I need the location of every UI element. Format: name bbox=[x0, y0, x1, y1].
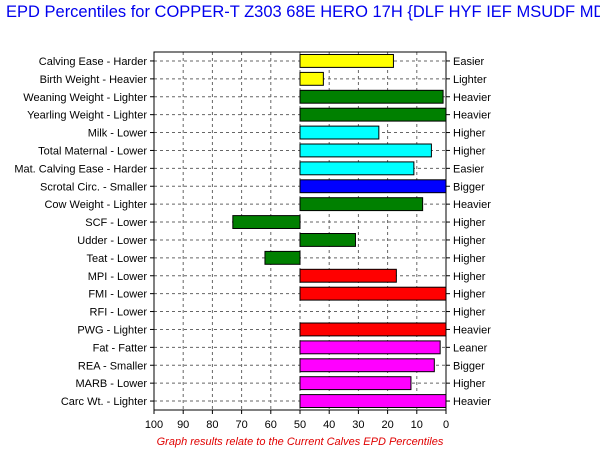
x-tick-label: 20 bbox=[381, 419, 393, 431]
category-label: PWG - Lighter bbox=[77, 324, 147, 336]
category-label: Scrotal Circ. - Smaller bbox=[40, 181, 147, 193]
category-label: Birth Weight - Heavier bbox=[40, 74, 148, 86]
category-label: Milk - Lower bbox=[88, 128, 148, 140]
direction-label: Higher bbox=[453, 253, 486, 265]
category-label: MPI - Lower bbox=[88, 271, 148, 283]
bar bbox=[299, 340, 441, 355]
category-label: Teat - Lower bbox=[86, 253, 147, 265]
direction-label: Leaner bbox=[453, 342, 488, 354]
bar bbox=[299, 358, 435, 373]
direction-label: Higher bbox=[453, 128, 486, 140]
bar bbox=[299, 107, 447, 122]
bar bbox=[299, 125, 380, 140]
bar bbox=[299, 179, 447, 194]
bar bbox=[299, 54, 394, 68]
x-tick-label: 0 bbox=[443, 419, 449, 431]
x-tick-label: 100 bbox=[145, 419, 163, 431]
bar bbox=[299, 71, 324, 86]
direction-label: Higher bbox=[453, 289, 486, 301]
x-tick-label: 60 bbox=[265, 419, 277, 431]
x-tick-label: 40 bbox=[323, 419, 335, 431]
category-label: Mat. Calving Ease - Harder bbox=[14, 163, 147, 175]
chart-footnote: Graph results relate to the Current Calv… bbox=[156, 436, 444, 448]
bar bbox=[232, 215, 301, 229]
category-label: Cow Weight - Lighter bbox=[44, 199, 147, 211]
bar bbox=[299, 197, 424, 212]
bar bbox=[299, 233, 356, 247]
category-label: Fat - Fatter bbox=[93, 342, 148, 354]
direction-label: Higher bbox=[453, 235, 486, 247]
direction-label: Higher bbox=[453, 217, 486, 229]
x-tick-label: 10 bbox=[411, 419, 423, 431]
x-tick-label: 30 bbox=[352, 419, 364, 431]
direction-label: Lighter bbox=[453, 74, 487, 86]
x-tick-label: 90 bbox=[177, 419, 189, 431]
direction-label: Bigger bbox=[453, 360, 485, 372]
category-label: REA - Smaller bbox=[78, 360, 147, 372]
direction-label: Easier bbox=[453, 56, 485, 68]
category-label: Total Maternal - Lower bbox=[38, 145, 147, 157]
bar bbox=[299, 143, 432, 158]
chart-title: EPD Percentiles for COPPER-T Z303 68E HE… bbox=[6, 3, 600, 21]
category-label: Weaning Weight - Lighter bbox=[23, 92, 147, 104]
category-label: SCF - Lower bbox=[85, 217, 147, 229]
direction-label: Higher bbox=[453, 271, 486, 283]
category-label: Calving Ease - Harder bbox=[39, 56, 148, 68]
bar bbox=[299, 161, 415, 176]
direction-label: Higher bbox=[453, 378, 486, 390]
x-tick-label: 70 bbox=[235, 419, 247, 431]
category-label: Udder - Lower bbox=[77, 235, 147, 247]
direction-label: Heavier bbox=[453, 92, 491, 104]
x-tick-label: 80 bbox=[206, 419, 218, 431]
category-label: MARB - Lower bbox=[75, 378, 147, 390]
category-label: RFI - Lower bbox=[90, 307, 148, 319]
bar bbox=[299, 286, 447, 301]
bar bbox=[299, 376, 412, 391]
direction-label: Heavier bbox=[453, 396, 491, 408]
bar bbox=[299, 89, 444, 104]
plot-frame bbox=[153, 51, 447, 411]
bar bbox=[299, 268, 397, 283]
direction-label: Heavier bbox=[453, 324, 491, 336]
direction-label: Heavier bbox=[453, 110, 491, 122]
direction-label: Higher bbox=[453, 145, 486, 157]
direction-label: Easier bbox=[453, 163, 485, 175]
direction-label: Higher bbox=[453, 307, 486, 319]
x-tick-label: 50 bbox=[294, 419, 306, 431]
bar bbox=[299, 322, 447, 337]
category-label: Carc Wt. - Lighter bbox=[61, 396, 148, 408]
category-label: FMI - Lower bbox=[88, 289, 147, 301]
category-label: Yearling Weight - Lighter bbox=[27, 110, 147, 122]
direction-label: Bigger bbox=[453, 181, 485, 193]
bar bbox=[299, 394, 447, 408]
direction-label: Heavier bbox=[453, 199, 491, 211]
bar bbox=[264, 250, 301, 265]
